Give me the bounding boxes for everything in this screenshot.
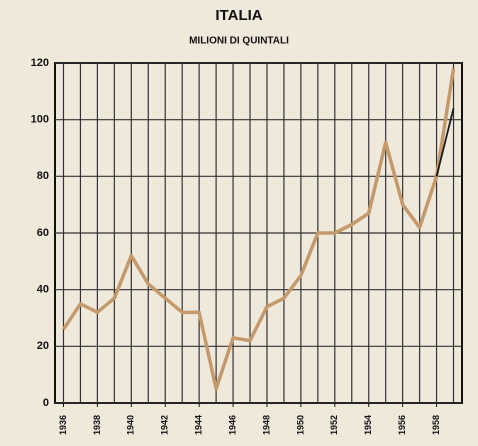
y-tick-label: 40 [37, 284, 49, 296]
x-tick-label: 1950 [295, 415, 305, 435]
x-tick-label: 1944 [194, 415, 204, 435]
y-tick-label: 80 [37, 170, 49, 182]
x-tick-label: 1948 [261, 415, 271, 435]
y-tick-label: 20 [37, 340, 49, 352]
x-tick-label: 1946 [227, 415, 237, 435]
data-line [435, 108, 455, 177]
y-tick-label: 0 [43, 397, 49, 409]
chart-title: ITALIA [215, 7, 262, 24]
x-tick-label: 1938 [92, 415, 102, 435]
x-tick-label: 1942 [160, 415, 170, 435]
y-tick-label: 100 [31, 114, 49, 126]
x-tick-label: 1958 [431, 415, 441, 435]
chart-subtitle: MILIONI DI QUINTALI [189, 36, 289, 47]
x-tick-label: 1956 [397, 415, 407, 435]
x-tick-label: 1954 [363, 415, 373, 435]
x-tick-label: 1936 [58, 415, 68, 435]
x-tick-label: 1952 [329, 415, 339, 435]
y-tick-label: 60 [37, 227, 49, 239]
y-tick-label: 120 [31, 57, 49, 69]
x-tick-label: 1940 [126, 415, 136, 435]
data-line [62, 68, 456, 391]
